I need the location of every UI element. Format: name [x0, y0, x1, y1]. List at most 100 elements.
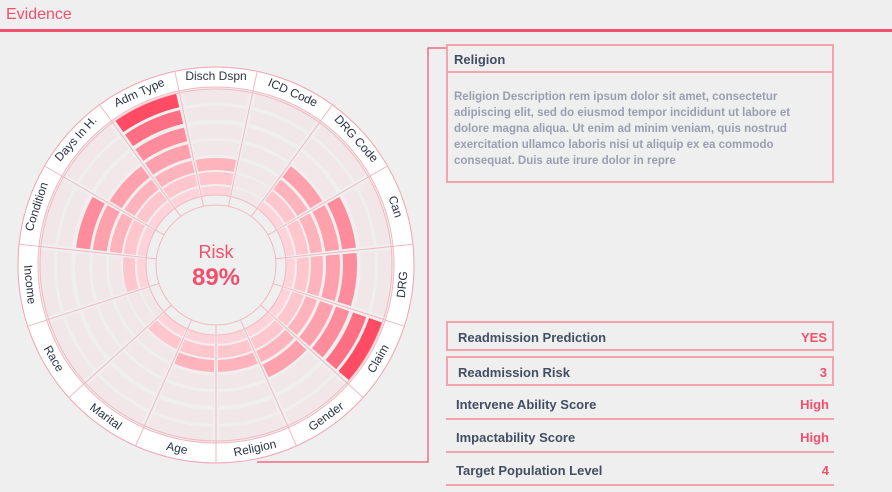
metric-target-population: Target Population Level 4 [446, 456, 834, 486]
metric-readmission-risk: Readmission Risk 3 [446, 356, 834, 386]
wheel-spoke [68, 304, 172, 398]
wheel-segment [185, 329, 215, 344]
wheel-segment [321, 254, 340, 302]
wheel-segment [337, 252, 357, 306]
wheel-segment [95, 152, 140, 200]
wheel-segment [182, 89, 250, 106]
metric-label: Readmission Prediction [458, 330, 607, 345]
wheel-segment [154, 160, 195, 188]
center-risk-label: Risk [199, 242, 235, 262]
wheel-segment [137, 258, 150, 288]
detail-title: Religion [454, 52, 506, 67]
metric-label: Intervene Ability Score [456, 397, 597, 412]
wheel-spoke [44, 165, 165, 236]
wheel-segment [179, 339, 215, 358]
wheel-segment [162, 174, 198, 199]
center-risk-value: 89% [192, 264, 240, 291]
wheel-segment [189, 124, 243, 141]
detail-description: Religion Description rem ipsum dolor sit… [454, 91, 791, 167]
wheel-segment [137, 329, 176, 362]
wheel-segment [192, 141, 240, 157]
wheel-segment [185, 106, 247, 123]
wheel-category-label[interactable]: DRG [394, 271, 411, 299]
wheel-segment [87, 375, 148, 425]
wheel-segment [154, 398, 214, 424]
metric-value: High [800, 397, 829, 412]
wheel-segment [217, 329, 247, 344]
wheel-segment [354, 251, 375, 312]
wheel-segment [79, 138, 129, 191]
wheel-segment [123, 220, 146, 255]
wheel-spoke [227, 71, 258, 207]
wheel-spoke [19, 243, 157, 260]
wheel-segment [306, 255, 323, 297]
wheel-segment [56, 251, 78, 312]
wheel-segment [74, 252, 95, 306]
wheel-segment [201, 186, 231, 197]
metric-impactability: Impactability Score High [446, 423, 834, 453]
page-title: Evidence [6, 6, 72, 23]
wheel-segment [145, 144, 192, 175]
wheel-segment [217, 352, 258, 372]
detail-divider [448, 71, 832, 73]
wheel-segment [293, 257, 310, 293]
metric-value: 4 [821, 463, 829, 478]
wheel-segment [109, 213, 133, 254]
wheel-segment [161, 381, 214, 406]
wheel-category-label[interactable]: Income [21, 264, 39, 305]
metric-label: Target Population Level [456, 463, 603, 478]
metric-value: YES [800, 330, 827, 345]
wheel-spoke [27, 283, 160, 327]
wheel-spoke [99, 104, 182, 217]
wheel-segment [99, 364, 155, 409]
wheel-segment [135, 127, 188, 161]
wheel-segment [148, 320, 182, 350]
wheel-spoke [174, 71, 205, 207]
wheel-segment [108, 255, 126, 297]
wheel-segment [282, 258, 296, 288]
wheel-segment [82, 306, 121, 358]
wheel-segment [92, 254, 111, 302]
metric-label: Impactability Score [456, 430, 576, 445]
wheel-spoke [135, 319, 193, 447]
wheel-segment [41, 179, 75, 245]
wheel-segment [109, 166, 150, 209]
wheel-segment [218, 366, 265, 389]
metric-readmission-prediction: Readmission Prediction YES [446, 321, 834, 351]
wheel-category-label[interactable]: Age [165, 439, 189, 457]
wheel-segment [40, 249, 61, 317]
wheel-segment [167, 366, 214, 389]
wheel-segment [174, 352, 215, 372]
wheel-segment [125, 110, 184, 147]
wheel-segment [113, 351, 163, 393]
wheel-segment [195, 158, 237, 172]
wheel-segment [49, 318, 94, 381]
wheel-segment [137, 226, 155, 257]
header-bar: Evidence [0, 0, 892, 32]
wheel-segment [98, 300, 133, 347]
wheel-segment [128, 291, 155, 326]
metric-value: High [800, 430, 829, 445]
detail-card: Religion Religion Description rem ipsum … [446, 44, 834, 183]
wheel-segment [124, 179, 159, 216]
wheel-segment [125, 340, 170, 378]
wheel-segment [147, 414, 213, 441]
wheel-segment [92, 205, 120, 252]
metric-value: 3 [819, 365, 827, 380]
wheel-segment [148, 201, 174, 229]
wheel-segment [170, 188, 201, 208]
metric-intervene-ability: Intervene Ability Score High [446, 390, 834, 420]
wheel-segment [115, 93, 180, 133]
wheel-category-label[interactable]: Disch Dspn [185, 69, 246, 83]
wheel-segment [198, 172, 234, 186]
wheel-segment [136, 190, 168, 224]
wheel-segment [231, 188, 262, 208]
wheel-center: Risk 89% [192, 242, 240, 291]
wheel-segment [65, 312, 107, 370]
wheel-segment [114, 296, 145, 336]
metric-label: Readmission Risk [458, 365, 570, 380]
wheel-segment [158, 312, 187, 337]
wheel-segment [65, 124, 119, 182]
wheel-segment [123, 257, 139, 293]
